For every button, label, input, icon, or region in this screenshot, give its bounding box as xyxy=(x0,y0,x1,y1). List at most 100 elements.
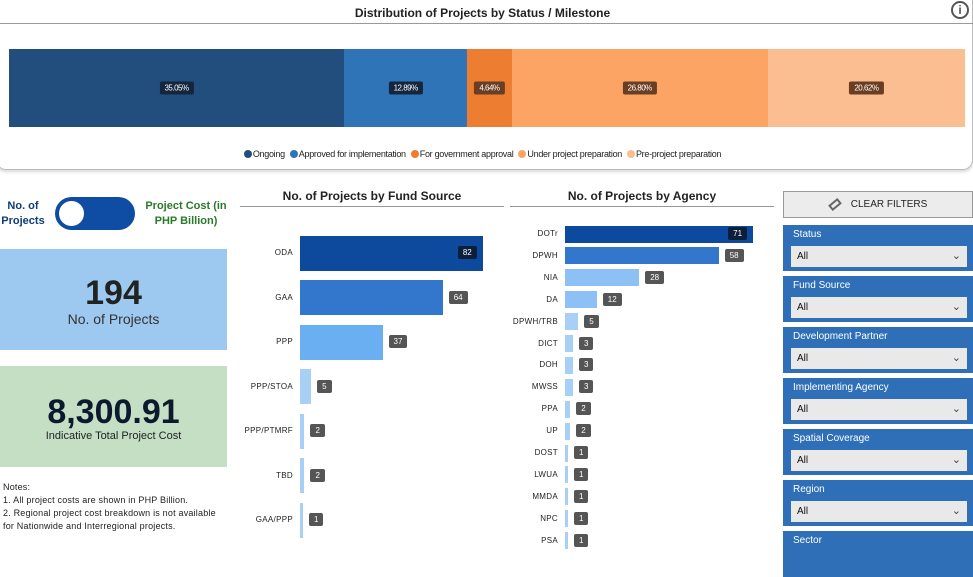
bar[interactable] xyxy=(565,510,568,528)
bar[interactable] xyxy=(565,444,568,462)
legend-label: Ongoing xyxy=(252,149,285,159)
notes-title: Notes: xyxy=(3,482,31,492)
category-label: NPC xyxy=(540,513,558,523)
bar[interactable] xyxy=(300,502,303,538)
bar-data-label: 1 xyxy=(574,489,589,503)
kpi-count-card: 194 No. of Projects xyxy=(0,249,227,350)
filter-dropdown[interactable]: All ⌄ xyxy=(791,501,967,522)
bar[interactable] xyxy=(565,466,568,484)
category-label: MWSS xyxy=(531,382,558,392)
bar[interactable] xyxy=(565,378,573,396)
notes: Notes: 1. All project costs are shown in… xyxy=(3,481,218,533)
category-label: DA xyxy=(546,294,558,304)
bar[interactable] xyxy=(565,335,573,352)
legend-item[interactable]: For government approval xyxy=(410,149,514,159)
bar-data-label: 58 xyxy=(724,248,744,262)
filter-label: Development Partner xyxy=(793,331,888,342)
filter-dropdown[interactable]: All ⌄ xyxy=(791,246,967,267)
bar-data-label: 37 xyxy=(388,335,408,348)
bar-data-label: 5 xyxy=(584,314,599,328)
bar[interactable] xyxy=(300,235,483,271)
bar[interactable] xyxy=(300,324,383,360)
divider xyxy=(240,206,504,207)
legend-dot-icon xyxy=(410,150,419,158)
filter-label: Region xyxy=(793,484,825,495)
legend-item[interactable]: Ongoing xyxy=(243,149,285,159)
bar-data-label: 1 xyxy=(574,446,589,459)
toggle-left-label: No. of Projects xyxy=(1,200,45,227)
category-label: DPWH xyxy=(532,250,558,260)
filter-dropdown[interactable]: All ⌄ xyxy=(791,399,967,420)
bar[interactable] xyxy=(565,313,579,331)
status-segment[interactable]: 4.64% xyxy=(467,49,512,127)
legend-dot-icon xyxy=(289,150,298,158)
clear-filters-button[interactable]: CLEAR FILTERS xyxy=(783,191,973,218)
bar[interactable] xyxy=(565,532,568,550)
status-segment[interactable]: 12.89% xyxy=(344,49,468,127)
filter-sector: Sector xyxy=(783,531,973,577)
category-label: MMDA xyxy=(532,491,558,501)
bar-data-label: 82 xyxy=(457,246,477,259)
note-line: 2. Regional project cost breakdown is no… xyxy=(3,508,216,531)
filter-dropdown[interactable]: All ⌄ xyxy=(791,348,967,369)
legend-dot-icon xyxy=(626,150,635,158)
status-chart-title: Distribution of Projects by Status / Mil… xyxy=(354,6,611,20)
bar[interactable] xyxy=(565,247,719,265)
legend-label: Approved for implementation xyxy=(298,149,406,159)
category-label: DICT xyxy=(538,338,558,348)
segment-data-label: 4.64% xyxy=(474,81,505,95)
category-label: LWUA xyxy=(534,469,558,479)
bar[interactable] xyxy=(300,280,443,315)
category-label: PSA xyxy=(541,535,558,545)
legend-item[interactable]: Under project preparation xyxy=(518,149,622,159)
filter-label: Fund Source xyxy=(793,280,851,291)
bar[interactable] xyxy=(565,356,573,374)
category-label: PPP/STOA xyxy=(250,381,293,391)
category-label: PPP xyxy=(276,337,293,346)
fund-chart-title: No. of Projects by Fund Source xyxy=(282,189,462,203)
bar[interactable] xyxy=(300,458,305,493)
bar[interactable] xyxy=(565,291,597,309)
filter-value: All xyxy=(797,251,809,262)
bar[interactable] xyxy=(565,400,571,418)
legend-item[interactable]: Approved for implementation xyxy=(289,149,406,159)
bar-data-label: 1 xyxy=(574,533,589,547)
kpi-cost-label: Indicative Total Project Cost xyxy=(45,430,182,442)
kpi-count-value: 194 xyxy=(85,274,142,312)
status-segment[interactable]: 20.62% xyxy=(767,49,965,127)
filter-value: All xyxy=(797,353,809,364)
status-segment[interactable]: 35.05% xyxy=(9,49,345,127)
bar[interactable] xyxy=(565,225,754,243)
agency-chart-title: No. of Projects by Agency xyxy=(567,189,717,203)
chevron-down-icon: ⌄ xyxy=(951,505,961,517)
clear-filters-label: CLEAR FILTERS xyxy=(850,199,928,210)
legend-item[interactable]: Pre-project preparation xyxy=(626,149,722,159)
toggle-knob[interactable] xyxy=(57,199,86,228)
bar-data-label: 1 xyxy=(574,511,589,525)
filter-dropdown[interactable]: All ⌄ xyxy=(791,297,967,318)
filter-dropdown[interactable]: All ⌄ xyxy=(791,450,967,471)
chevron-down-icon: ⌄ xyxy=(951,301,961,313)
category-label: UP xyxy=(546,426,558,436)
legend-dot-icon xyxy=(518,150,527,158)
status-segment[interactable]: 26.80% xyxy=(511,49,768,127)
category-label: PPA xyxy=(541,404,558,414)
filter-fund-source: Fund Source All ⌄ xyxy=(783,276,973,322)
bar[interactable] xyxy=(300,413,305,449)
filter-value: All xyxy=(797,506,809,517)
metric-toggle[interactable] xyxy=(55,197,135,230)
category-label: PPP/PTMRF xyxy=(244,426,293,435)
filter-label: Implementing Agency xyxy=(793,382,889,393)
bar-data-label: 2 xyxy=(310,468,325,482)
bar-data-label: 12 xyxy=(602,292,622,306)
category-label: NIA xyxy=(543,272,558,282)
bar-data-label: 2 xyxy=(576,402,591,416)
legend-label: Pre-project preparation xyxy=(635,149,722,159)
filter-development-partner: Development Partner All ⌄ xyxy=(783,327,973,373)
bar[interactable] xyxy=(300,369,312,404)
bar-data-label: 71 xyxy=(728,227,748,240)
bar[interactable] xyxy=(565,422,571,440)
bar[interactable] xyxy=(565,488,568,506)
info-icon[interactable]: i xyxy=(951,1,969,19)
bar[interactable] xyxy=(565,269,640,287)
